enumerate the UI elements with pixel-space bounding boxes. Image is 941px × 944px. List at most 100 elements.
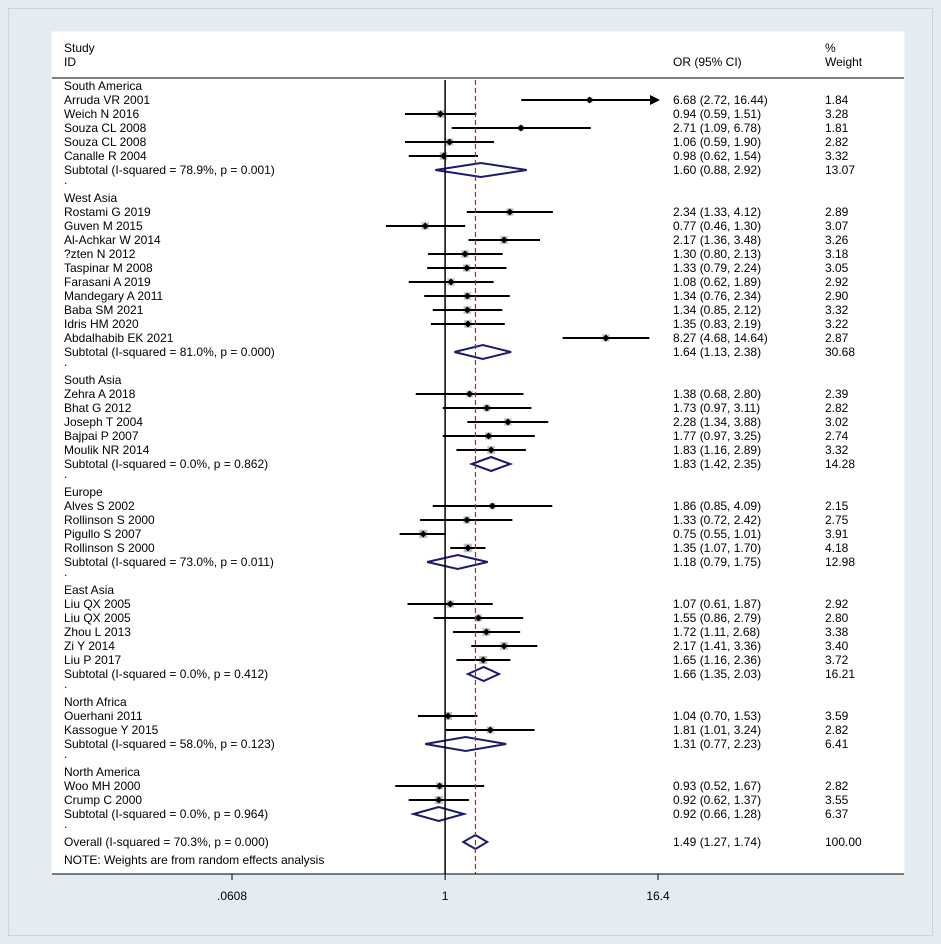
study-point — [463, 264, 471, 272]
subtotal-diamond — [409, 805, 468, 823]
study-point — [421, 222, 429, 230]
study-point — [463, 292, 471, 300]
subtotal-diamond — [465, 665, 502, 683]
study-label: Zehra A 2018 — [64, 387, 136, 401]
study-ci-arrow — [650, 95, 660, 105]
study-label: Pigullo S 2007 — [64, 527, 142, 541]
group-heading: South Asia — [64, 373, 122, 387]
study-point — [435, 796, 443, 804]
study-label: Kassogue Y 2015 — [64, 723, 159, 737]
study-ci-text: 0.94 (0.59, 1.51) — [673, 107, 761, 121]
study-label: Mandegary A 2011 — [64, 289, 164, 303]
study-label: Rollinson S 2000 — [64, 513, 155, 527]
study-point — [482, 628, 490, 636]
study-point — [466, 390, 474, 398]
header-study: Study — [64, 41, 95, 55]
study-point — [483, 404, 491, 412]
study-point — [517, 124, 525, 132]
study-ci-text: 1.30 (0.80, 2.13) — [673, 247, 761, 261]
study-point — [436, 782, 444, 790]
study-label: ?zten N 2012 — [64, 247, 136, 261]
subtotal-ci-text: 0.92 (0.66, 1.28) — [673, 807, 761, 821]
study-point — [436, 110, 444, 118]
study-weight: 3.02 — [825, 415, 849, 429]
subtotal-ci-text: 1.66 (1.35, 2.03) — [673, 667, 761, 681]
group-separator: . — [64, 747, 67, 761]
study-ci-text: 2.34 (1.33, 4.12) — [673, 205, 761, 219]
study-weight: 3.26 — [825, 233, 849, 247]
study-ci-text: 1.77 (0.97, 3.25) — [673, 429, 761, 443]
subtotal-diamond — [468, 455, 514, 473]
subtotal-ci-text: 1.31 (0.77, 2.23) — [673, 737, 761, 751]
study-weight: 3.32 — [825, 443, 849, 457]
study-ci-text: 1.34 (0.76, 2.34) — [673, 289, 761, 303]
subtotal-weight: 30.68 — [825, 345, 855, 359]
subtotal-label: Subtotal (I-squared = 81.0%, p = 0.000) — [64, 345, 275, 359]
study-weight: 2.39 — [825, 387, 849, 401]
study-point — [464, 544, 472, 552]
study-label: Abdalhabib EK 2021 — [64, 331, 174, 345]
subtotal-label: Subtotal (I-squared = 58.0%, p = 0.123) — [64, 737, 275, 751]
study-weight: 3.72 — [825, 653, 849, 667]
study-ci-text: 1.08 (0.62, 1.89) — [673, 275, 761, 289]
subtotal-diamond — [425, 735, 507, 753]
study-label: Liu QX 2005 — [64, 611, 131, 625]
study-label: Baba SM 2021 — [64, 303, 144, 317]
study-label: Zhou L 2013 — [64, 625, 131, 639]
study-weight: 2.82 — [825, 723, 849, 737]
overall-weight: 100.00 — [825, 835, 862, 849]
study-ci-text: 1.33 (0.72, 2.42) — [673, 513, 761, 527]
study-weight: 3.28 — [825, 107, 849, 121]
study-weight: 2.80 — [825, 611, 849, 625]
study-label: Canalle R 2004 — [64, 149, 147, 163]
group-heading: North Africa — [64, 695, 127, 709]
subtotal-label: Subtotal (I-squared = 73.0%, p = 0.011) — [64, 555, 274, 569]
study-point — [463, 516, 471, 524]
subtotal-weight: 12.98 — [825, 555, 855, 569]
subtotal-weight: 16.21 — [825, 667, 855, 681]
overall-diamond — [461, 833, 490, 851]
study-point — [446, 600, 454, 608]
study-ci-text: 1.83 (1.16, 2.89) — [673, 443, 761, 457]
study-weight: 2.92 — [825, 597, 849, 611]
study-point — [474, 614, 482, 622]
study-label: Rollinson S 2000 — [64, 541, 155, 555]
study-label: Crump C 2000 — [64, 793, 142, 807]
study-point — [447, 278, 455, 286]
study-label: Moulik NR 2014 — [64, 443, 150, 457]
study-point — [446, 138, 454, 146]
study-point — [586, 96, 594, 104]
study-label: Souza CL 2008 — [64, 135, 147, 149]
study-ci-text: 2.71 (1.09, 6.78) — [673, 121, 761, 135]
subtotal-label: Subtotal (I-squared = 0.0%, p = 0.862) — [64, 457, 268, 471]
header-effect: OR (95% CI) — [673, 55, 742, 69]
subtotal-diamond — [435, 161, 527, 179]
group-heading: West Asia — [64, 191, 117, 205]
study-point — [504, 418, 512, 426]
group-separator: . — [64, 817, 67, 831]
study-weight: 2.92 — [825, 275, 849, 289]
study-weight: 3.18 — [825, 247, 849, 261]
study-label: Bajpai P 2007 — [64, 429, 139, 443]
x-tick-label: 16.4 — [646, 889, 670, 903]
study-weight: 1.84 — [825, 93, 849, 107]
study-point — [444, 712, 452, 720]
study-ci-text: 1.38 (0.68, 2.80) — [673, 387, 761, 401]
study-ci-text: 2.17 (1.36, 3.48) — [673, 233, 761, 247]
group-separator: . — [64, 565, 67, 579]
study-label: Ouerhani 2011 — [64, 709, 143, 723]
study-point — [419, 530, 427, 538]
study-point — [500, 236, 508, 244]
study-point — [485, 432, 493, 440]
subtotal-label: Subtotal (I-squared = 0.0%, p = 0.412) — [64, 667, 268, 681]
note-text: NOTE: Weights are from random effects an… — [64, 853, 324, 867]
study-weight: 1.81 — [825, 121, 849, 135]
study-ci-text: 1.04 (0.70, 1.53) — [673, 709, 761, 723]
subtotal-ci-text: 1.18 (0.79, 1.75) — [673, 555, 761, 569]
study-ci-text: 1.06 (0.59, 1.90) — [673, 135, 761, 149]
study-label: Souza CL 2008 — [64, 121, 147, 135]
group-separator: . — [64, 677, 67, 691]
overall-ci-text: 1.49 (1.27, 1.74) — [673, 835, 761, 849]
group-heading: East Asia — [64, 583, 114, 597]
